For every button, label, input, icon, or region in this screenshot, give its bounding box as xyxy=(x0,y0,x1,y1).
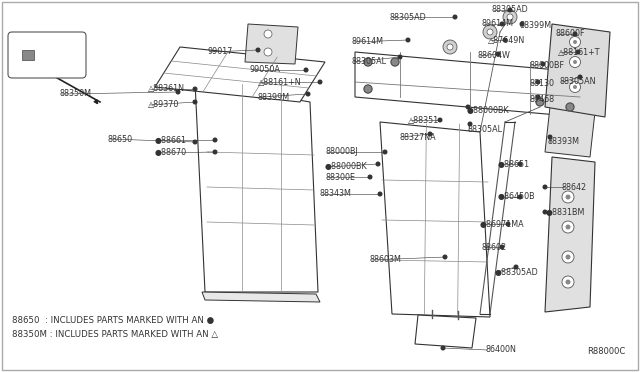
Circle shape xyxy=(213,150,217,154)
Circle shape xyxy=(193,100,197,104)
Circle shape xyxy=(438,118,442,122)
Circle shape xyxy=(500,22,504,26)
Circle shape xyxy=(520,22,524,26)
Polygon shape xyxy=(415,315,476,348)
Text: ●8831BM: ●8831BM xyxy=(546,208,586,217)
Text: 99017: 99017 xyxy=(208,48,234,57)
Text: △88351: △88351 xyxy=(408,115,439,125)
Circle shape xyxy=(453,15,457,19)
Text: 88350M : INCLUDES PARTS MARKED WITH AN △: 88350M : INCLUDES PARTS MARKED WITH AN △ xyxy=(12,330,218,339)
Circle shape xyxy=(508,8,512,12)
Text: ●88000BK: ●88000BK xyxy=(325,163,367,171)
Circle shape xyxy=(541,62,545,66)
Circle shape xyxy=(514,265,518,269)
Circle shape xyxy=(193,140,197,144)
FancyBboxPatch shape xyxy=(8,32,86,78)
Polygon shape xyxy=(545,24,610,117)
Circle shape xyxy=(576,50,580,54)
Text: 88399M: 88399M xyxy=(258,93,290,102)
Polygon shape xyxy=(155,47,325,102)
Circle shape xyxy=(487,29,493,35)
Circle shape xyxy=(500,245,504,249)
Circle shape xyxy=(406,38,410,42)
Circle shape xyxy=(543,210,547,214)
Text: 88000BJ: 88000BJ xyxy=(325,148,358,157)
Circle shape xyxy=(536,80,540,84)
Circle shape xyxy=(562,221,574,233)
Circle shape xyxy=(213,138,217,142)
Text: 88305AD: 88305AD xyxy=(492,6,529,15)
Circle shape xyxy=(570,57,580,67)
Text: 88343M: 88343M xyxy=(320,189,352,199)
Circle shape xyxy=(506,222,510,226)
Circle shape xyxy=(503,10,517,24)
Circle shape xyxy=(562,276,574,288)
Text: △88161+N: △88161+N xyxy=(258,77,301,87)
Text: 88305AN: 88305AN xyxy=(560,77,596,87)
Circle shape xyxy=(466,105,470,109)
Text: 88603M: 88603M xyxy=(370,256,402,264)
Circle shape xyxy=(364,85,372,93)
FancyBboxPatch shape xyxy=(22,50,34,60)
Circle shape xyxy=(306,92,310,96)
Text: △89370: △89370 xyxy=(148,100,179,109)
Text: △88161+T: △88161+T xyxy=(558,48,600,57)
Circle shape xyxy=(443,40,457,54)
Circle shape xyxy=(507,14,513,20)
Polygon shape xyxy=(355,52,580,117)
Circle shape xyxy=(573,40,577,44)
Circle shape xyxy=(536,98,544,106)
Polygon shape xyxy=(195,82,318,292)
Polygon shape xyxy=(380,122,490,317)
Polygon shape xyxy=(545,157,595,312)
Circle shape xyxy=(570,36,580,48)
Text: ●88651: ●88651 xyxy=(498,160,530,169)
Text: 99050A: 99050A xyxy=(250,65,281,74)
Text: ●88670: ●88670 xyxy=(155,148,187,157)
Text: 86400N: 86400N xyxy=(485,346,516,355)
Circle shape xyxy=(483,25,497,39)
Circle shape xyxy=(318,80,322,84)
Text: ●88661: ●88661 xyxy=(155,135,187,144)
Circle shape xyxy=(536,95,540,99)
Text: 88300E: 88300E xyxy=(325,173,355,182)
Text: 88305AL: 88305AL xyxy=(352,58,387,67)
Circle shape xyxy=(443,255,447,259)
Text: 88327NA: 88327NA xyxy=(400,132,436,141)
Polygon shape xyxy=(245,24,298,64)
Circle shape xyxy=(176,90,180,94)
Text: 88600F: 88600F xyxy=(556,29,586,38)
Circle shape xyxy=(264,30,272,38)
Text: R88000C: R88000C xyxy=(587,347,625,356)
Circle shape xyxy=(368,175,372,179)
Circle shape xyxy=(562,191,574,203)
Circle shape xyxy=(193,87,197,91)
Circle shape xyxy=(383,150,387,154)
Circle shape xyxy=(566,254,570,260)
Text: 88130: 88130 xyxy=(530,80,555,89)
Text: 88602: 88602 xyxy=(482,243,507,251)
Circle shape xyxy=(570,81,580,93)
Circle shape xyxy=(573,60,577,64)
Circle shape xyxy=(256,48,260,52)
Circle shape xyxy=(378,192,382,196)
Text: 88305AD: 88305AD xyxy=(390,13,427,22)
Text: 88000BF: 88000BF xyxy=(530,61,565,71)
Circle shape xyxy=(264,48,272,56)
Text: 88393M: 88393M xyxy=(548,138,580,147)
Text: 88650: 88650 xyxy=(108,135,133,144)
Polygon shape xyxy=(202,292,320,302)
Text: 89614M: 89614M xyxy=(482,19,514,29)
Circle shape xyxy=(548,135,552,139)
Circle shape xyxy=(573,32,577,36)
Circle shape xyxy=(562,251,574,263)
Text: 88650  : INCLUDES PARTS MARKED WITH AN ●: 88650 : INCLUDES PARTS MARKED WITH AN ● xyxy=(12,315,214,324)
Text: ●86971MA: ●86971MA xyxy=(480,219,525,228)
Circle shape xyxy=(496,52,500,56)
Circle shape xyxy=(518,195,522,199)
Circle shape xyxy=(566,103,574,111)
Circle shape xyxy=(566,224,570,230)
Text: 88642: 88642 xyxy=(562,183,587,192)
Text: 88305AL: 88305AL xyxy=(467,125,502,134)
